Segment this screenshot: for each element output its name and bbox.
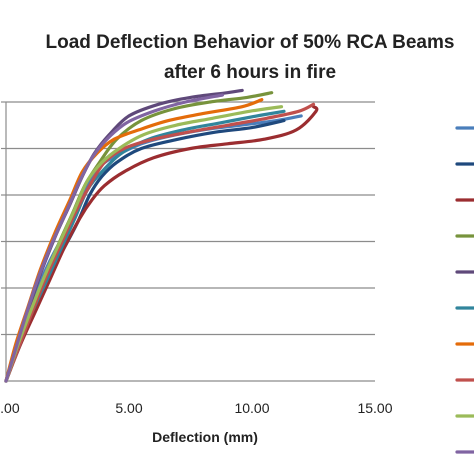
series-line-9 — [4, 105, 284, 383]
series-line-3 — [4, 105, 319, 383]
text-layer: Load Deflection Behavior of 50% RCA Beam… — [0, 32, 454, 445]
x-axis-title: Deflection (mm) — [152, 429, 258, 445]
x-tick-label: 5.00 — [115, 400, 142, 416]
chart-title-line-2: after 6 hours in fire — [164, 62, 336, 83]
series-line-10 — [4, 93, 225, 383]
chart-title-line-1: Load Deflection Behavior of 50% RCA Beam… — [46, 32, 455, 53]
axes — [1, 101, 375, 382]
x-tick-label: 10.00 — [234, 400, 269, 416]
legend — [455, 126, 474, 454]
x-tick-label: 0.00 — [0, 400, 20, 416]
x-tick-label: 15.00 — [357, 400, 392, 416]
series-line-8 — [4, 102, 316, 383]
series-layer — [4, 88, 319, 383]
